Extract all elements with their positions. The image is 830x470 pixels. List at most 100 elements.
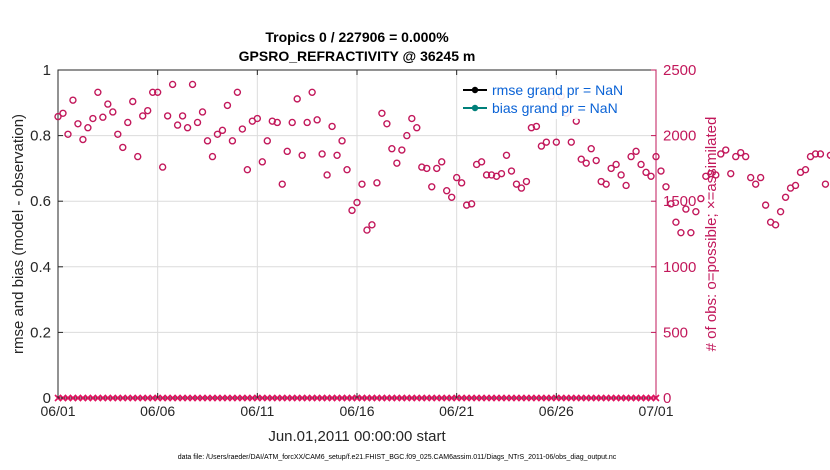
possible-point-3 [69,96,77,104]
y-right-tick-label-5: 2500 [663,62,696,79]
possible-point-155 [826,151,830,159]
y-left-tick-label-5: 1 [43,62,51,79]
possible-point-29 [198,108,207,116]
data-file-footnote: data file: /Users/raeder/DAI/ATM_forcXX/… [178,454,617,461]
possible-point-142 [761,201,770,209]
possible-point-20 [153,88,162,97]
possible-point-138 [742,152,750,161]
possible-point-32 [213,130,222,138]
possible-point-50 [303,118,311,127]
legend: rmse grand pr = NaN bias grand pr = NaN [459,79,651,119]
legend-bias-marker [471,104,479,112]
possible-point-45 [278,180,286,188]
possible-point-116 [632,147,640,156]
y-right-tick-label-2: 1000 [663,259,696,276]
possible-point-132 [712,171,720,179]
possible-point-14 [124,118,132,127]
possible-point-135 [727,169,735,178]
possible-point-97 [537,142,546,150]
possible-point-6 [84,124,92,132]
possible-point-41 [258,158,267,166]
x-tick-label-3: 06/16 [339,403,374,419]
possible-point-82 [462,201,471,209]
possible-point-77 [438,158,446,166]
possible-point-78 [443,187,451,195]
possible-point-42 [263,137,271,145]
y-left-tick-label-3: 0.6 [30,193,51,210]
possible-point-19 [148,88,157,97]
possible-point-74 [423,164,431,173]
series-possible [54,80,830,237]
possible-point-107 [587,145,595,153]
possible-point-146 [781,193,790,201]
y-axis-right-label: # of obs: o=possible; ×=assimilated [703,117,720,352]
y-left-tick-label-0: 0 [43,390,51,407]
possible-point-150 [801,166,810,174]
possible-point-15 [129,97,137,106]
possible-point-83 [467,200,476,208]
possible-point-114 [622,181,630,190]
possible-point-110 [602,180,610,188]
y-right-tick-label-4: 2000 [663,128,696,145]
possible-point-69 [398,146,406,154]
possible-point-117 [637,160,645,169]
y-right-tick-label-1: 500 [663,324,688,341]
possible-point-118 [642,168,650,177]
possible-point-49 [298,151,306,159]
possible-point-152 [811,150,820,158]
possible-point-22 [163,112,172,120]
possible-point-9 [99,113,107,121]
possible-point-13 [119,143,127,152]
possible-point-94 [522,177,531,186]
possible-point-26 [183,124,192,132]
possible-point-87 [487,171,496,179]
possible-point-131 [707,169,715,178]
possible-point-122 [662,183,670,191]
legend-box [459,79,651,119]
possible-point-79 [447,193,456,201]
possible-point-52 [313,116,321,124]
possible-point-33 [218,126,227,135]
possible-point-100 [552,138,561,146]
possible-point-145 [776,207,785,216]
possible-point-30 [203,137,212,145]
possible-point-40 [253,114,262,123]
possible-point-23 [168,80,177,89]
possible-point-115 [627,152,635,161]
possible-point-63 [368,221,376,229]
possible-point-126 [682,205,690,213]
possible-point-36 [233,88,242,97]
x-tick-label-6: 07/01 [638,403,673,419]
possible-point-72 [413,124,421,132]
possible-point-46 [283,147,291,156]
possible-point-8 [94,88,102,97]
possible-point-35 [228,137,237,145]
possible-point-7 [89,114,97,123]
chart-title-line1: Tropics 0 / 227906 = 0.000% [265,29,449,45]
possible-point-96 [532,122,541,131]
y-right-tick-label-0: 0 [663,390,671,407]
possible-point-68 [393,159,401,167]
possible-point-139 [746,173,755,182]
possible-point-93 [517,184,526,192]
possible-point-148 [791,181,800,190]
possible-point-95 [527,124,536,132]
possible-point-31 [208,152,217,161]
possible-point-56 [333,151,341,159]
possible-point-11 [109,108,117,116]
possible-point-73 [418,163,426,171]
possible-point-113 [617,171,625,179]
possible-point-10 [104,100,112,108]
y-axis-left-label: rmse and bias (model - observation) [10,114,27,354]
possible-point-112 [612,160,620,169]
possible-point-140 [751,180,760,188]
possible-point-59 [348,206,356,215]
x-tick-label-5: 06/26 [539,403,574,419]
possible-point-85 [477,158,486,166]
possible-point-18 [143,106,152,115]
possible-point-106 [582,159,590,167]
possible-point-125 [677,228,685,237]
possible-point-123 [667,200,675,208]
possible-point-134 [722,146,730,154]
y-right-tick-label-3: 1500 [663,193,696,210]
